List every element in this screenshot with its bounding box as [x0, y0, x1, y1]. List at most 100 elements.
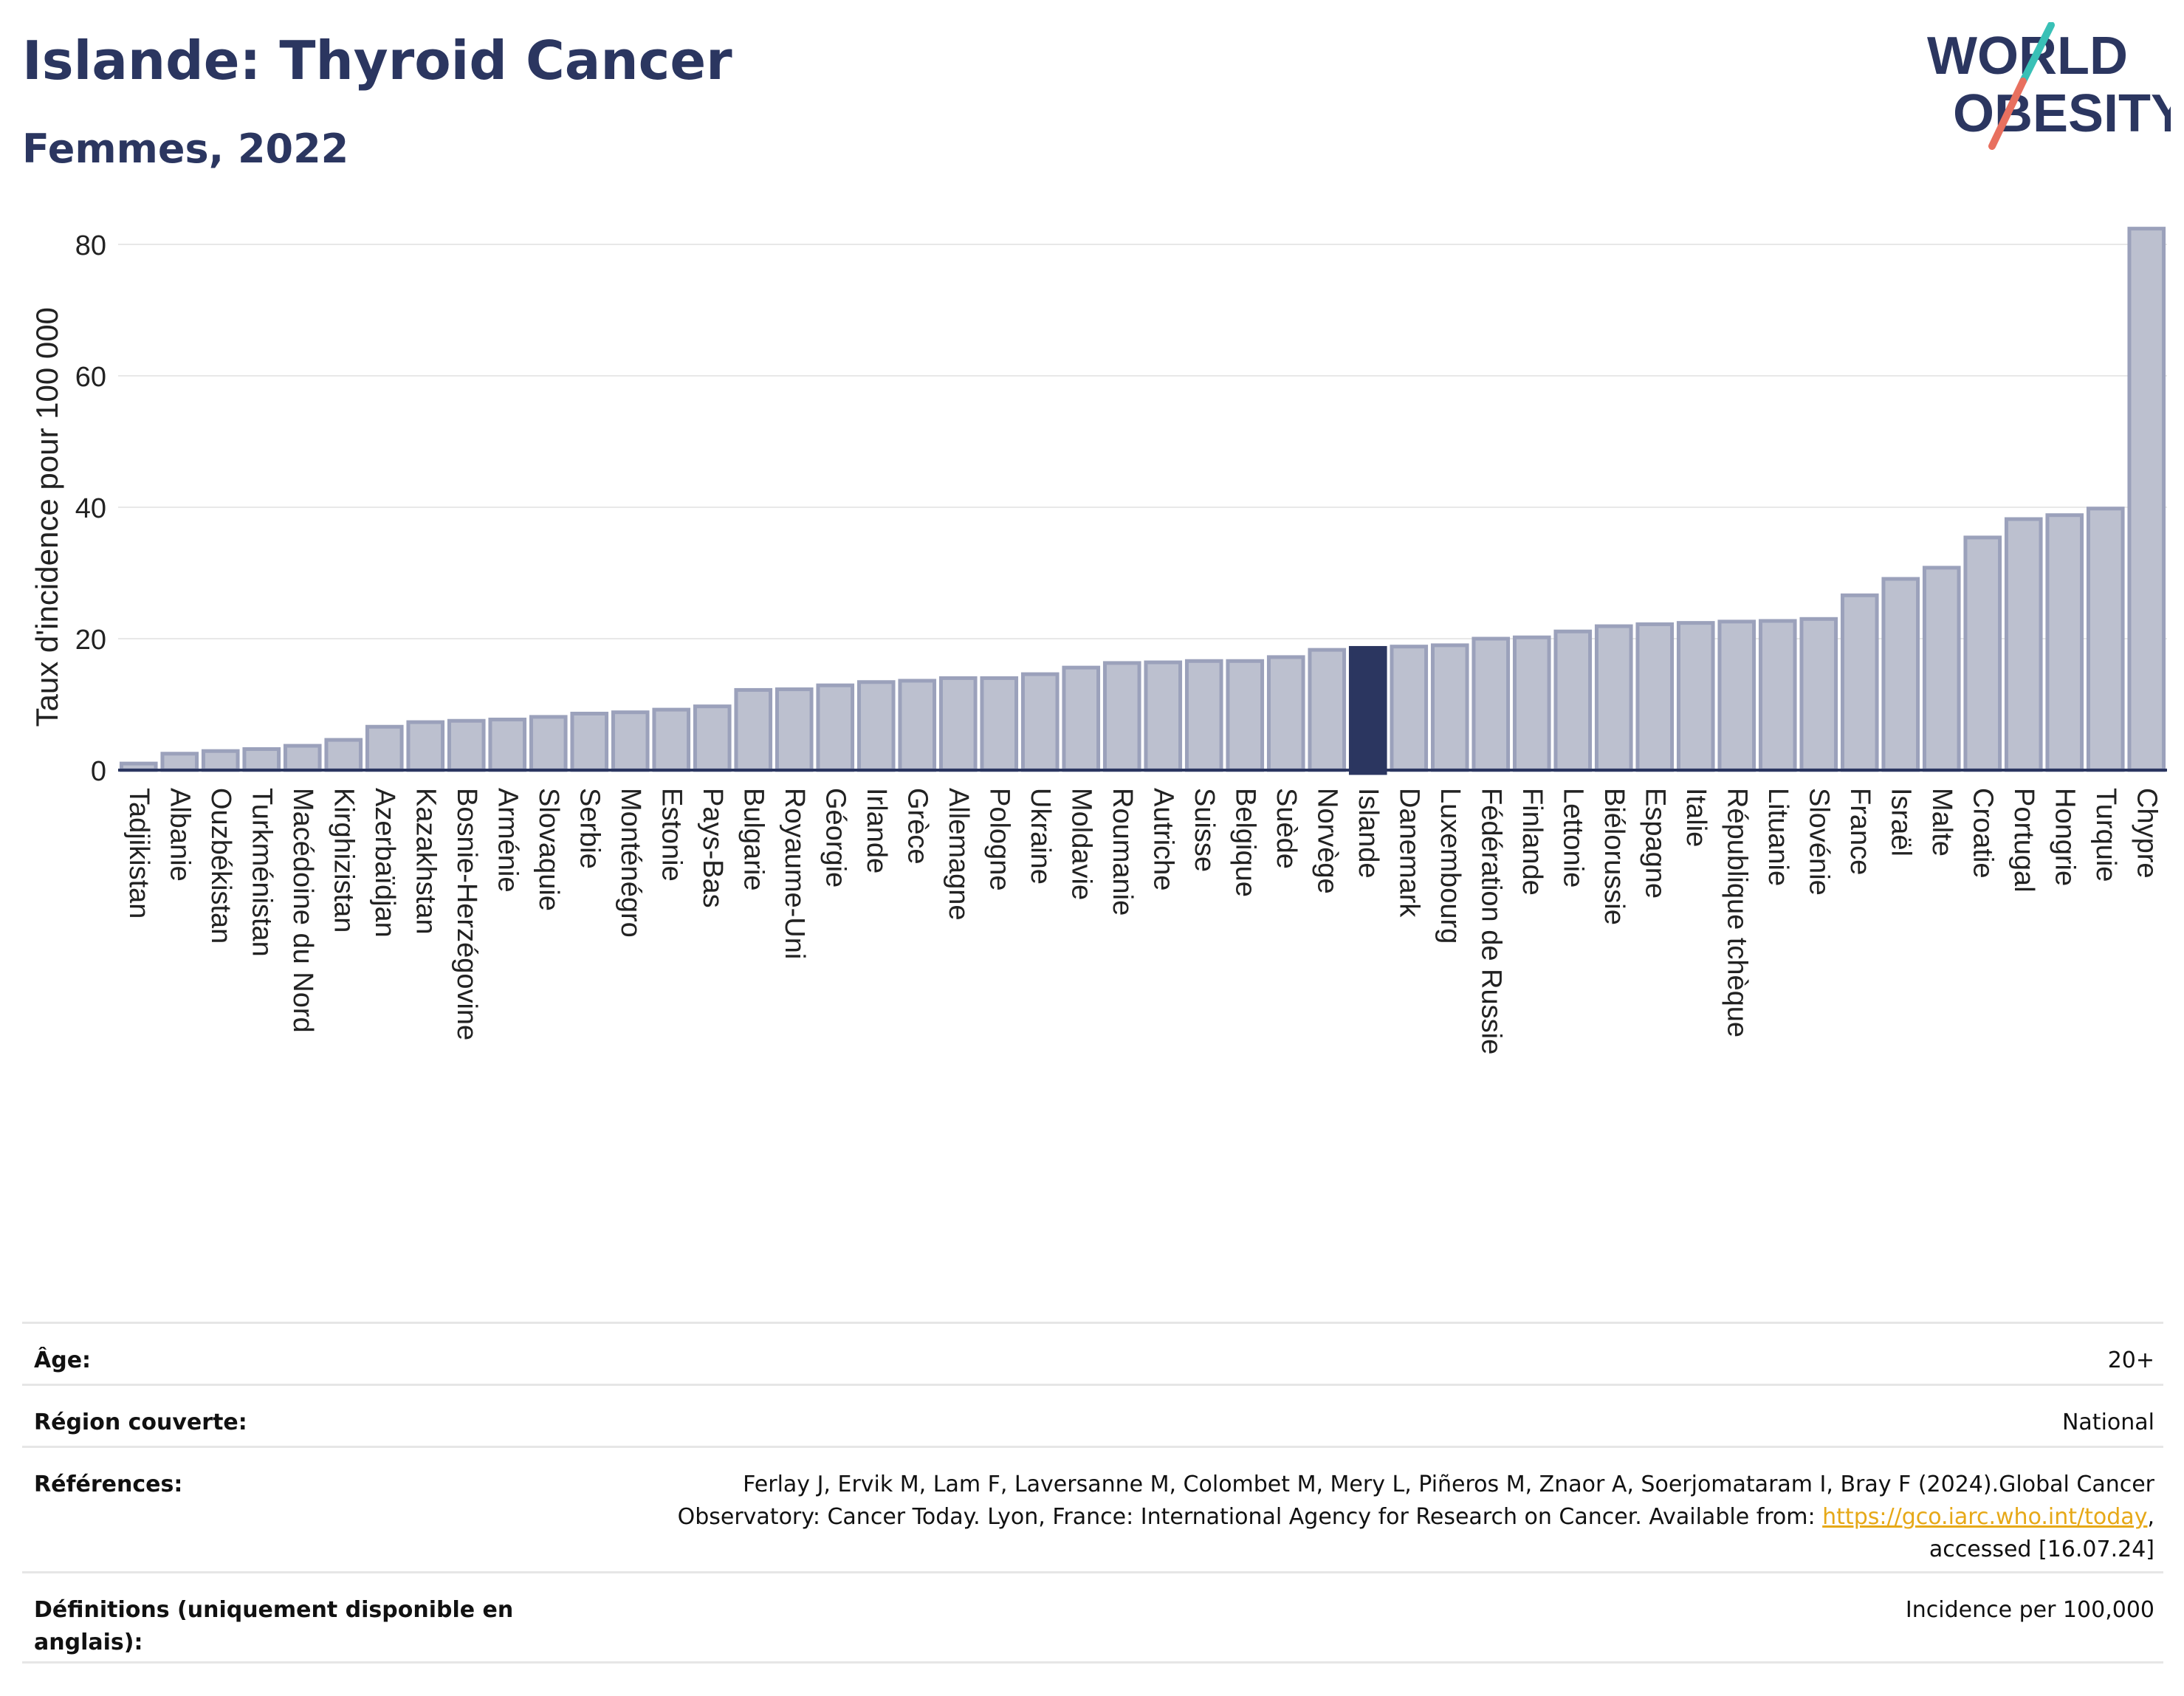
bar-italie	[1676, 621, 1715, 772]
x-tick-label: Suisse	[1189, 788, 1220, 872]
bar-suisse	[1184, 659, 1223, 772]
bar-autriche	[1144, 660, 1183, 772]
x-tick-label: Monténégro	[615, 788, 646, 938]
meta-row-definitions: Définitions (uniquement disponible en an…	[22, 1571, 2163, 1664]
x-tick-label: Turquie	[2090, 788, 2121, 882]
x-tick-label: Croatie	[1967, 788, 1998, 879]
bar-albanie	[160, 752, 199, 772]
meta-row-region: Région couverte: National	[22, 1384, 2163, 1446]
x-tick-label: Bulgarie	[738, 788, 769, 890]
bar-islande	[1348, 645, 1387, 775]
bar-bulgarie	[734, 687, 773, 772]
bar-ouzb-kistan	[201, 749, 240, 772]
bar-azerba-djan	[365, 724, 404, 772]
x-tick-label: Slovaquie	[533, 788, 564, 911]
x-tick-label: Albanie	[164, 788, 195, 882]
y-tick-label: 40	[75, 493, 106, 524]
x-tick-label: Pays-Bas	[697, 788, 728, 908]
bar-pays-bas	[693, 704, 732, 772]
references-line-2: Observatory: Cancer Today. Lyon, France:…	[677, 1504, 1823, 1530]
bar-turquie	[2086, 507, 2125, 772]
y-tick-label: 60	[75, 362, 106, 393]
x-tick-label: Fédération de Russie	[1475, 788, 1506, 1054]
bar-arm-nie	[488, 717, 527, 772]
bar-turkm-nistan	[242, 747, 281, 772]
x-tick-label: République tchèque	[1721, 788, 1752, 1037]
x-tick-label: Autriche	[1147, 788, 1178, 890]
x-tick-label: Roumanie	[1107, 788, 1138, 916]
x-tick-label: Bosnie-Herzégovine	[451, 788, 482, 1040]
y-axis-title: Taux d'incidence pour 100 000	[30, 307, 64, 727]
bar-lituanie	[1758, 619, 1797, 772]
x-tick-label: Norvège	[1311, 788, 1342, 894]
x-tick-label: Azerbaïdjan	[369, 788, 400, 938]
x-tick-label: Hongrie	[2049, 788, 2080, 886]
bar-f-d-ration-de-russie	[1472, 636, 1511, 772]
bar-norv-ge	[1308, 648, 1347, 772]
x-tick-label: Arménie	[492, 788, 523, 893]
bar-moldavie	[1062, 665, 1101, 772]
logo-slash-teal	[2019, 22, 2055, 85]
chart-subtitle: Femmes, 2022	[22, 126, 349, 172]
bar-croatie	[1963, 535, 2002, 772]
bar-kirghizistan	[324, 738, 363, 772]
bar-chypre	[2127, 227, 2166, 772]
x-tick-label: Géorgie	[820, 788, 851, 888]
bar-france	[1840, 593, 1879, 772]
bar-belgique	[1226, 659, 1265, 772]
x-tick-label: Lituanie	[1762, 788, 1793, 886]
meta-region-label: Région couverte:	[34, 1410, 247, 1435]
bar-mac-doine-du-nord	[283, 744, 322, 772]
bar-gr-ce	[898, 679, 937, 772]
x-tick-label: Luxembourg	[1435, 788, 1466, 944]
x-tick-label: Grèce	[902, 788, 933, 864]
x-tick-label: Israël	[1885, 788, 1916, 856]
x-tick-label: Moldavie	[1065, 788, 1096, 900]
x-tick-label: Islande	[1353, 788, 1384, 879]
x-tick-label: Espagne	[1639, 788, 1670, 899]
bar-r-publique-tch-que	[1717, 619, 1757, 772]
bar-ukraine	[1020, 672, 1060, 772]
metadata-table: Âge: 20+ Région couverte: National Référ…	[22, 1322, 2163, 1664]
x-tick-label: Suède	[1271, 788, 1302, 869]
bar-slovaquie	[529, 715, 568, 772]
meta-references-value: Ferlay J, Ervik M, Lam F, Laversanne M, …	[678, 1469, 2154, 1566]
bar-chart: 0 20 40 60 80 Taux d'incidence pour 100 000 Ta…	[30, 227, 2167, 1054]
bar-isra-l	[1881, 577, 1920, 772]
y-tick-label: 20	[75, 625, 106, 656]
x-tick-label: Portugal	[2008, 788, 2039, 893]
x-tick-label: Kirghizistan	[328, 788, 359, 933]
bar-portugal	[2004, 517, 2043, 772]
world-obesity-logo: WORLD OBESITY	[1927, 22, 2171, 150]
y-tick-label: 80	[75, 230, 106, 261]
references-link[interactable]: https://gco.iarc.who.int/today	[1822, 1504, 2148, 1530]
meta-region-value: National	[2061, 1410, 2154, 1435]
bar-bosnie-herz-govine	[447, 718, 486, 772]
references-line-2-end: ,	[2147, 1504, 2154, 1530]
bar-hongrie	[2045, 513, 2084, 772]
references-line-1: Ferlay J, Ervik M, Lam F, Laversanne M, …	[743, 1472, 2154, 1497]
meta-definitions-value: Incidence per 100,000	[1905, 1597, 2154, 1623]
x-tick-label: Ukraine	[1025, 788, 1056, 885]
x-tick-label: Italie	[1680, 788, 1711, 847]
y-tick-label: 0	[91, 756, 106, 787]
x-tick-label: Chypre	[2131, 788, 2162, 879]
x-tick-label: Pologne	[983, 788, 1014, 890]
bar-su-de	[1266, 655, 1305, 772]
x-tick-label: Ouzbékistan	[205, 788, 236, 944]
x-tick-label: Estonie	[656, 788, 687, 882]
bar-finlande	[1512, 635, 1551, 772]
x-tick-label: Kazakhstan	[410, 788, 441, 935]
bar-pologne	[980, 676, 1019, 772]
bar-irlande	[856, 680, 896, 772]
x-tick-label: Slovénie	[1803, 788, 1834, 896]
meta-age-label: Âge:	[34, 1347, 92, 1373]
bar-estonie	[652, 707, 691, 772]
bar-allemagne	[938, 676, 978, 772]
bar-malte	[1922, 566, 1961, 772]
bar-lettonie	[1553, 629, 1593, 772]
meta-row-age: Âge: 20+	[22, 1322, 2163, 1384]
meta-references-label: Références:	[34, 1472, 183, 1497]
logo-slash-coral	[1988, 78, 2027, 150]
x-tick-label: France	[1844, 788, 1875, 875]
